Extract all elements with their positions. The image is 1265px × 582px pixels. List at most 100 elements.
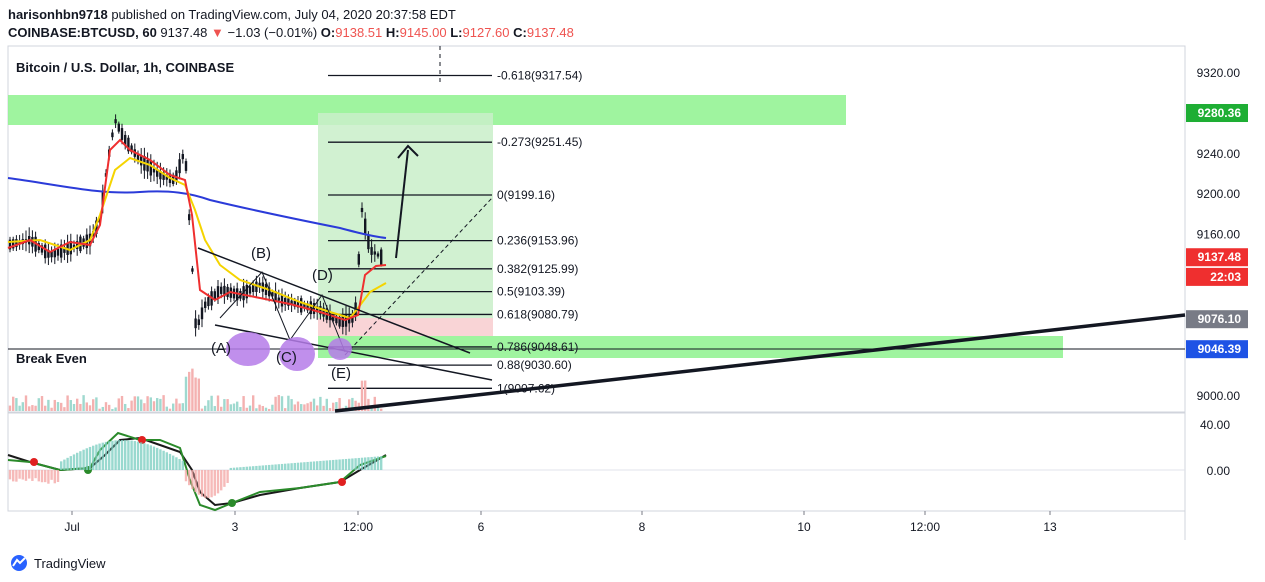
candle-body [338,316,341,327]
candle-body [242,286,245,301]
osc-histogram-bar [264,465,268,470]
tradingview-logo[interactable]: TradingView [8,554,106,572]
osc-histogram-bar [104,441,108,470]
price-tag [1186,310,1248,329]
volume-bar [34,405,37,411]
candle-body [274,291,277,303]
low-label: L: [450,25,463,40]
position-profit-box[interactable] [318,113,493,318]
osc-histogram-bar [344,458,348,470]
price-tag [1186,104,1248,123]
candle-body [37,243,40,251]
fib-level-label: 0.5(9103.39) [497,285,565,299]
volume-bar [303,404,306,411]
osc-histogram-bar [287,463,290,470]
volume-bar [76,398,79,411]
demand-zone[interactable] [318,336,1063,358]
volume-bar [373,396,376,411]
volume-bar [92,399,95,411]
ma-yellow-line [7,156,387,320]
volume-bar [290,399,293,411]
volume-bar [111,408,114,411]
osc-histogram-bar [204,470,207,498]
osc-histogram-bar [322,460,325,470]
zone-ellipse-c[interactable] [279,337,315,371]
candle-body [15,239,18,248]
osc-histogram-bar [140,442,143,470]
osc-histogram-bar [325,460,328,470]
volume-bar [37,398,40,411]
candle-body [280,294,284,307]
volume-bar [316,405,319,411]
triangle-lower-line[interactable] [214,324,493,381]
candle-body [255,281,258,292]
candle-body [312,302,316,315]
volume-bar [98,408,101,411]
volume-bar [248,405,252,411]
triangle-upper-line[interactable] [197,247,471,354]
osc-histogram-bar [213,470,216,496]
osc-histogram-bar [309,461,312,470]
open-label: O: [320,25,336,40]
osc-histogram-bar [85,448,88,470]
osc-histogram-bar [373,456,376,470]
candle-body [319,306,322,315]
volume-bar [264,407,268,411]
osc-histogram-bar [316,461,319,470]
volume-bar [15,398,18,411]
osc-histogram-bar [191,470,194,489]
candle-body [114,119,117,124]
volume-bar [252,395,255,411]
volume-bar [261,405,264,411]
osc-histogram-bar [284,463,287,470]
long-trendline[interactable] [334,313,1186,413]
candle-body [12,239,15,249]
position-loss-box[interactable] [318,318,493,336]
osc-histogram-bar [130,440,133,470]
candle-body [47,249,50,258]
volume-bar [28,406,31,411]
osc-histogram-bar [245,466,248,470]
osc-histogram-bar [162,450,165,470]
candle-body [60,244,63,258]
candle-body [162,172,165,180]
last-price: 9137.48 [160,25,208,40]
volume-bar [223,399,226,411]
volume-bar [50,407,53,411]
osc-histogram-bar [98,443,101,470]
author-name[interactable]: harisonhbn9718 [8,7,108,22]
volume-bar [232,403,236,411]
osc-histogram-bar [156,447,159,470]
volume-bar [332,402,335,411]
osc-histogram-bar [226,470,229,484]
zone-ellipse-a[interactable] [226,332,270,366]
zone-ellipse-e[interactable] [328,338,352,360]
fib-level-label: 0.88(9030.60) [497,358,572,372]
osc-histogram-bar [114,440,117,470]
osc-histogram-bar [357,457,360,470]
volume-bar [351,397,354,411]
fib-retracement[interactable]: -0.618(9317.54) -0.273(9251.45) 0(9199.16)… [328,68,582,395]
candle-body [44,244,47,259]
volume-bar [204,405,207,411]
osc-histogram-bar [181,460,184,470]
osc-histogram-bar [242,466,245,470]
candle-body [309,301,312,315]
volume-bar [56,402,60,411]
wave-label-d: (D) [312,267,333,284]
osc-histogram-bar [34,470,37,479]
time-axis[interactable]: Jul 3 12:00 6 8 10 12:00 13 [64,511,1057,534]
volume-bar [95,397,98,411]
candle-body [184,161,188,171]
price-tag-label: 9280.36 [1198,106,1242,120]
volume-bar [136,396,140,411]
projection-arrow[interactable] [395,149,409,259]
candle-body [367,234,370,250]
osc-histogram-bar [223,470,226,487]
osc-histogram-bar [172,455,175,470]
volume-bar [296,401,300,411]
arrow-head-icon [397,144,419,159]
osc-histogram-bar [210,470,213,498]
price-tick-label: 9320.00 [1197,66,1241,80]
